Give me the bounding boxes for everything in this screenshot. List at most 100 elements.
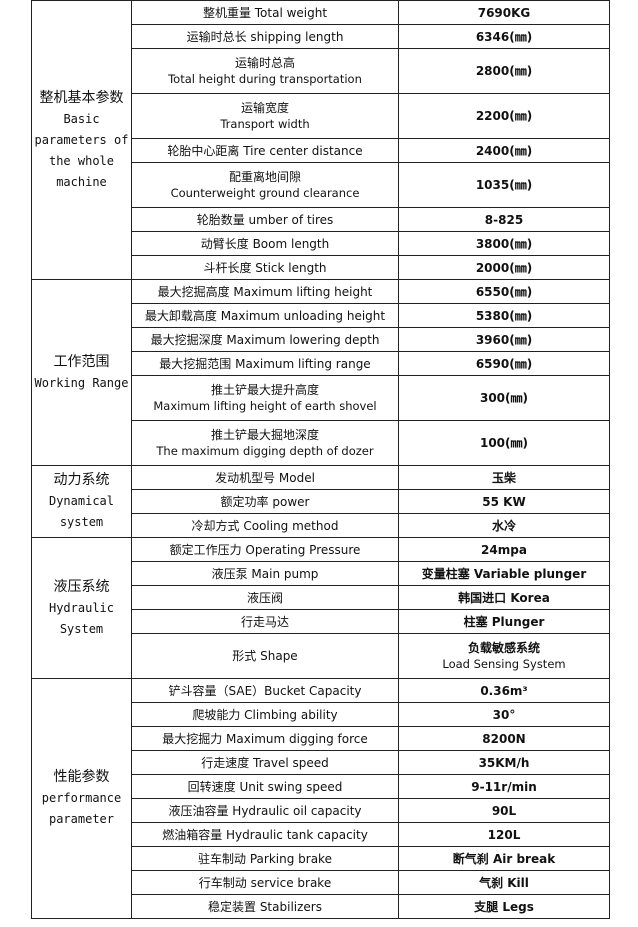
param-name: 整机重量 Total weight: [202, 5, 328, 20]
param-name: 发动机型号 Model: [215, 470, 315, 485]
param-cell: 驻车制动 Parking brake: [131, 846, 399, 871]
table-row: 形式 Shape 负载敏感系统 Load Sensing System: [32, 633, 610, 679]
value-cell: 6346(㎜): [398, 24, 610, 49]
value-cell: 2000(㎜): [398, 255, 610, 280]
param-value: 9-11r/min: [471, 779, 537, 794]
param-cell: 行车制动 service brake: [131, 870, 399, 895]
section-title-zh: 整机基本参数: [39, 89, 124, 106]
param-name: 最大挖掘高度 Maximum lifting height: [157, 284, 373, 299]
section-title-en: Working Range: [34, 375, 129, 390]
param-value: 变量柱塞 Variable plunger: [421, 566, 587, 581]
section-label: 整机基本参数 Basic parameters of the whole mach…: [31, 0, 132, 280]
value-cell: 2200(㎜): [398, 93, 610, 139]
param-cell: 轮胎数量 umber of tires: [131, 207, 399, 232]
param-value: 支腿 Legs: [474, 899, 534, 914]
value-cell: 变量柱塞 Variable plunger: [398, 561, 610, 586]
param-cell: 最大挖掘范围 Maximum lifting range: [131, 351, 399, 376]
param-name-en: Transport width: [220, 117, 310, 131]
param-name: 配重离地间隙: [228, 170, 301, 184]
section-title-zh: 性能参数: [53, 769, 110, 785]
value-cell: 韩国进口 Korea: [398, 585, 610, 610]
value-cell: 120L: [398, 822, 610, 847]
param-value: 2400(㎜): [475, 143, 533, 158]
spec-table: 整机基本参数 Basic parameters of the whole mach…: [31, 0, 610, 919]
param-cell: 形式 Shape: [131, 633, 399, 679]
param-name: 驻车制动 Parking brake: [198, 851, 332, 866]
section-title-en: performance parameter: [41, 791, 122, 826]
param-name: 最大卸载高度 Maximum unloading height: [144, 308, 386, 323]
param-name-en: Total height during transportation: [168, 72, 362, 86]
param-cell: 运输时总长 shipping length: [131, 24, 399, 49]
param-name: 行走速度 Travel speed: [201, 755, 329, 770]
param-cell: 燃油箱容量 Hydraulic tank capacity: [131, 822, 399, 847]
param-value: 8-825: [484, 212, 524, 227]
value-cell: 30°: [398, 702, 610, 727]
param-cell: 液压油容量 Hydraulic oil capacity: [131, 798, 399, 823]
param-cell: 配重离地间隙 Counterweight ground clearance: [131, 162, 399, 208]
param-name: 斗杆长度 Stick length: [203, 260, 327, 275]
param-cell: 推土铲最大提升高度 Maximum lifting height of earth…: [131, 375, 399, 421]
value-cell: 3960(㎜): [398, 327, 610, 352]
table-row: 工作范围 Working Range 最大挖掘高度 Maximum lifting …: [31, 279, 610, 466]
param-cell: 最大挖掘深度 Maximum lowering depth: [131, 327, 399, 352]
table-row: 最大挖掘力 Maximum digging force 8200N: [32, 726, 610, 751]
param-value: 7690KG: [477, 5, 531, 20]
param-cell: 最大卸载高度 Maximum unloading height: [131, 303, 399, 328]
param-name: 回转速度 Unit swing speed: [187, 779, 343, 794]
table-row: 冷却方式 Cooling method 水冷: [32, 513, 610, 538]
value-cell: 负载敏感系统 Load Sensing System: [398, 633, 610, 679]
param-cell: 动臂长度 Boom length: [131, 231, 399, 256]
param-value: 24mpa: [481, 542, 527, 557]
param-name: 铲斗容量（SAE）Bucket Capacity: [168, 683, 362, 698]
param-name: 燃油箱容量 Hydraulic tank capacity: [162, 827, 368, 842]
value-cell: 支腿 Legs: [398, 894, 610, 919]
param-value: 断气刹 Air break: [452, 851, 556, 866]
table-row: 液压系统 Hydraulic System 额定工作压力 Operating Pre…: [31, 537, 610, 679]
param-cell: 运输宽度 Transport width: [131, 93, 399, 139]
param-cell: 运输时总高 Total height during transportation: [131, 48, 399, 94]
value-cell: 24mpa: [398, 537, 610, 562]
param-name: 爬坡能力 Climbing ability: [192, 707, 338, 722]
param-value: 6346(㎜): [475, 29, 533, 44]
table-row: 轮胎中心距离 Tire center distance 2400(㎜): [32, 138, 610, 163]
param-name: 形式 Shape: [232, 649, 298, 663]
param-cell: 液压泵 Main pump: [131, 561, 399, 586]
param-name: 推土铲最大提升高度: [210, 383, 319, 397]
table-row: 驻车制动 Parking brake 断气刹 Air break: [32, 846, 610, 871]
param-cell: 发动机型号 Model: [131, 465, 399, 490]
table-row: 爬坡能力 Climbing ability 30°: [32, 702, 610, 727]
param-value: 0.36m³: [480, 683, 528, 698]
table-row: 斗杆长度 Stick length 2000(㎜): [32, 255, 610, 280]
param-cell: 推土铲最大掘地深度 The maximum digging depth of do…: [131, 420, 399, 466]
param-cell: 额定工作压力 Operating Pressure: [131, 537, 399, 562]
param-cell: 整机重量 Total weight: [131, 0, 399, 25]
param-value: 300(㎜): [479, 391, 529, 405]
param-name: 液压阀: [246, 590, 283, 605]
param-name: 冷却方式 Cooling method: [191, 518, 339, 533]
table-row: 性能参数 performance parameter 铲斗容量（SAE）Bucket…: [31, 678, 610, 919]
table-row: 轮胎数量 umber of tires 8-825: [32, 207, 610, 232]
param-value: 90L: [491, 803, 517, 818]
value-cell: 6590(㎜): [398, 351, 610, 376]
table-row: 稳定装置 Stabilizers 支腿 Legs: [32, 894, 610, 919]
param-cell: 冷却方式 Cooling method: [131, 513, 399, 538]
table-row: 运输时总高 Total height during transportation 2…: [32, 48, 610, 94]
param-value: 1035(㎜): [475, 178, 533, 192]
value-cell: 90L: [398, 798, 610, 823]
param-value: 35KM/h: [478, 755, 530, 770]
param-value: 5380(㎜): [475, 308, 533, 323]
value-cell: 2400(㎜): [398, 138, 610, 163]
param-cell: 回转速度 Unit swing speed: [131, 774, 399, 799]
table-row: 运输时总长 shipping length 6346(㎜): [32, 24, 610, 49]
table-row: 行走速度 Travel speed 35KM/h: [32, 750, 610, 775]
section-label: 性能参数 performance parameter: [31, 678, 132, 919]
table-row: 液压阀 韩国进口 Korea: [32, 585, 610, 610]
param-value: 2200(㎜): [475, 109, 533, 123]
param-name: 运输宽度: [240, 101, 289, 115]
param-value: 3800(㎜): [475, 236, 533, 251]
value-cell: 断气刹 Air break: [398, 846, 610, 871]
param-name-en: Counterweight ground clearance: [170, 186, 360, 200]
value-cell: 0.36m³: [398, 678, 610, 703]
param-name: 液压泵 Main pump: [211, 566, 319, 581]
table-row: 动臂长度 Boom length 3800(㎜): [32, 231, 610, 256]
